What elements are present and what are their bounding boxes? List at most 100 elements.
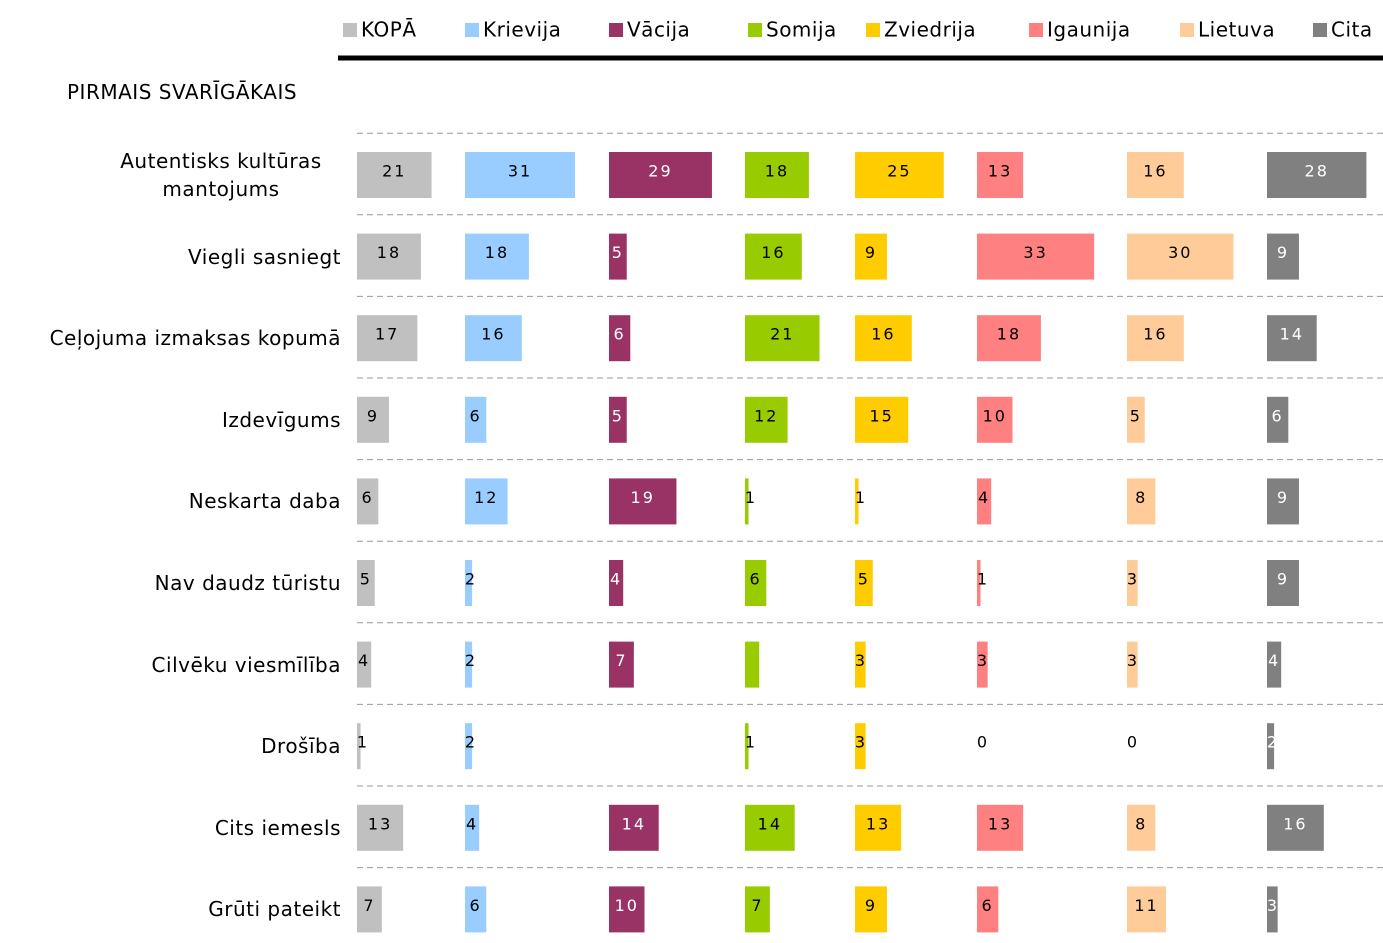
bar [609,641,634,688]
data-label: 1 [745,733,757,752]
bar [855,478,859,525]
data-label: 6 [470,896,482,915]
data-label: 15 [869,406,893,425]
data-label: 9 [865,243,877,262]
bar [609,152,712,198]
bar [357,233,421,280]
data-label: 1 [357,733,369,752]
data-label: 8 [1135,814,1147,833]
data-label: 13 [368,814,392,833]
legend-label: Zviedrija [884,18,976,42]
category-label: Grūti pateikt [208,897,341,922]
bar [1127,560,1138,606]
bar [1267,886,1278,933]
data-label: 21 [770,325,794,344]
data-label: 9 [1277,243,1289,262]
legend-swatch [866,23,880,37]
category-label: Viegli sasniegt [188,244,341,269]
data-label: 8 [1135,488,1147,507]
data-label: 4 [978,488,990,507]
data-label: 18 [997,325,1021,344]
bar [977,233,1095,280]
bar [465,641,473,688]
legend-label: Somija [766,18,837,42]
data-label: 0 [1127,733,1139,752]
data-label: 14 [758,814,782,833]
data-label: 2 [465,570,477,589]
bar [855,152,944,198]
bar [465,315,522,362]
data-label: 6 [1272,406,1284,425]
bar [465,152,576,198]
bar [609,396,627,443]
data-label: 17 [375,325,399,344]
bar [977,478,992,525]
bar [609,804,659,851]
data-label: 13 [988,814,1012,833]
legend-swatch [343,23,357,37]
data-label: 16 [761,243,785,262]
bar [977,804,1024,851]
data-label: 16 [871,325,895,344]
data-label: 16 [1143,162,1167,181]
bar [1127,315,1184,362]
data-label: 29 [648,162,672,181]
data-label: 5 [360,570,372,589]
data-label: 18 [485,243,509,262]
bar [977,560,981,606]
bar [1267,396,1289,443]
data-label: 30 [1168,243,1192,262]
data-label: 6 [614,325,626,344]
bar [357,560,375,606]
bar [1267,723,1275,770]
bar [465,233,529,280]
bar [357,723,361,770]
bar [609,315,631,362]
legend-swatch [748,23,762,37]
data-label: 16 [1143,325,1167,344]
category-label: Ceļojuma izmaksas kopumā [49,326,341,351]
bar [745,886,770,933]
bar [855,804,902,851]
data-label: 2 [1267,733,1279,752]
legend-swatch [465,23,479,37]
data-label: 21 [382,162,406,181]
bar [745,152,809,198]
data-label: 3 [855,733,867,752]
bar [1127,233,1234,280]
data-label: 12 [754,406,778,425]
data-label: 18 [765,162,789,181]
bar [1267,233,1299,280]
bar [609,233,627,280]
bar [357,804,404,851]
legend-label: Vācija [627,18,690,42]
data-label: 5 [858,570,870,589]
bar [745,233,802,280]
data-label: 2 [465,733,477,752]
data-label: 4 [1268,651,1280,670]
bar [855,886,887,933]
data-label: 16 [1283,814,1307,833]
data-label: 6 [470,406,482,425]
bar [977,315,1041,362]
legend-label: Lietuva [1198,18,1275,42]
data-label: 14 [622,814,646,833]
bar [745,478,749,525]
bar [1267,560,1299,606]
bar [855,560,873,606]
data-label: 14 [1280,325,1304,344]
bar [1267,315,1317,362]
data-label: 7 [363,896,375,915]
data-label: 1 [855,488,867,507]
bar [465,478,508,525]
category-label: Cits iemesls [214,815,341,840]
legend-swatch [1313,23,1327,37]
data-label: 13 [866,814,890,833]
bar [609,560,624,606]
data-label: 7 [751,896,763,915]
category-label: Nav daudz tūristu [154,571,341,595]
bar [745,396,788,443]
data-label: 11 [1134,896,1158,915]
category-label: Drošība [261,734,341,759]
